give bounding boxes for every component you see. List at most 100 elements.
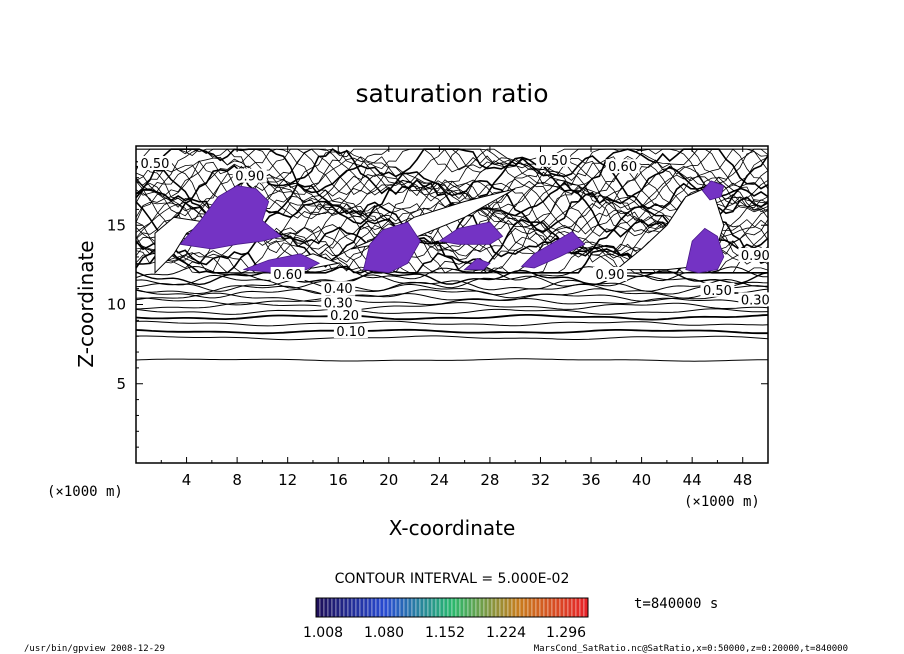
y-tick-label: 5 xyxy=(116,375,126,393)
colorbar-cell xyxy=(343,597,349,618)
colorbar-cell xyxy=(483,597,489,618)
colorbar-cell xyxy=(511,597,517,618)
colorbar-cell xyxy=(543,597,549,618)
contour-label: 0.10 xyxy=(336,325,365,340)
contour-line xyxy=(135,171,769,237)
chart-title: saturation ratio xyxy=(355,79,548,108)
contour-label: 0.90 xyxy=(235,170,264,185)
colorbar-cell xyxy=(547,597,553,618)
supersaturated-regions xyxy=(179,180,725,274)
contour-label-bg xyxy=(137,156,172,171)
colorbar-cell xyxy=(383,597,389,618)
contour-line xyxy=(135,278,769,292)
colorbar-cell xyxy=(355,597,361,618)
colorbar-cell xyxy=(351,597,357,618)
contour-line xyxy=(135,328,768,335)
time-label: t=840000 s xyxy=(634,596,718,612)
supersaturated-region xyxy=(701,180,725,201)
colorbar-cell xyxy=(411,597,417,618)
colorbar-cell xyxy=(495,597,501,618)
contour-label: 0.90 xyxy=(741,249,770,264)
colorbar-cell xyxy=(487,597,493,618)
colorbar-cell xyxy=(415,597,421,618)
supersaturated-region xyxy=(463,258,491,271)
contour-label: 0.40 xyxy=(324,282,353,297)
colorbar-cell xyxy=(463,597,469,618)
colorbar-cell xyxy=(579,597,585,618)
colorbar-tick-label: 1.224 xyxy=(486,625,526,641)
colorbar-cell xyxy=(467,597,473,618)
colorbar-cell xyxy=(535,597,541,618)
colorbar-cell xyxy=(451,597,457,618)
x-tick-label: 44 xyxy=(683,471,702,489)
contour-label-bg xyxy=(536,152,571,167)
colorbar-tick-label: 1.080 xyxy=(364,625,404,641)
supersaturated-region xyxy=(438,221,504,245)
contour-line xyxy=(135,292,769,303)
colorbar-cell xyxy=(575,597,581,618)
contour-label-bg xyxy=(738,247,773,262)
colorbar-cell xyxy=(443,597,449,618)
colorbar-cell xyxy=(391,597,397,618)
colorbar-cell xyxy=(371,597,377,618)
contour-line xyxy=(135,358,769,362)
x-tick-label: 4 xyxy=(182,471,192,489)
x-tick-label: 20 xyxy=(379,471,398,489)
contour-line xyxy=(135,269,769,286)
contour-line xyxy=(135,288,769,299)
colorbar-cell xyxy=(539,597,545,618)
contour-label: 0.30 xyxy=(741,293,770,308)
colorbar-cell xyxy=(475,597,481,618)
colorbar-cell xyxy=(423,597,429,618)
colorbar-cell xyxy=(435,597,441,618)
colorbar-cell xyxy=(327,597,333,618)
contour-label: 0.50 xyxy=(140,157,169,172)
colorbar-cell xyxy=(507,597,513,618)
x-tick-label: 36 xyxy=(581,471,600,489)
contour-line xyxy=(135,297,769,306)
colorbar-cell xyxy=(387,597,393,618)
colorbar-cell xyxy=(331,597,337,618)
colorbar-cell xyxy=(527,597,533,618)
colorbar-cell xyxy=(347,597,353,618)
contour-label-bg xyxy=(321,281,356,296)
colorbar-cell xyxy=(339,597,345,618)
colorbar-cell xyxy=(399,597,405,618)
contour-label-bg xyxy=(232,168,267,183)
colorbar-cell xyxy=(515,597,521,618)
colorbar-tick-label: 1.296 xyxy=(546,625,586,641)
contour-label-bg xyxy=(327,308,362,323)
y-axis-label: Z-coordinate xyxy=(74,240,98,367)
footer-right: MarsCond_SatRatio.nc@SatRatio,x=0:50000,… xyxy=(534,644,848,654)
colorbar-cell xyxy=(367,597,373,618)
x-axis-ticks: 4 8 12 16 20 24 28 32 36 40 44 48 xyxy=(160,146,752,489)
colorbar-cell xyxy=(375,597,381,618)
colorbar-cell xyxy=(335,597,341,618)
supersaturated-region xyxy=(363,221,421,274)
colorbar-cell xyxy=(323,597,329,618)
contour-line xyxy=(135,314,769,321)
contour-label-bg xyxy=(738,292,773,307)
colorbar-cell xyxy=(431,597,437,618)
colorbar-frame xyxy=(315,597,589,618)
contour-label-bg xyxy=(605,159,640,174)
contour-line xyxy=(135,265,768,282)
x-axis-unit: (×1000 m) xyxy=(684,494,760,510)
colorbar-cell xyxy=(363,597,369,618)
colorbar-cell xyxy=(403,597,409,618)
contour-label: 0.90 xyxy=(596,268,625,283)
contour-label: 0.60 xyxy=(608,160,637,175)
colorbar-cell xyxy=(563,597,569,618)
contour-label: 0.60 xyxy=(273,268,302,283)
y-tick-label: 15 xyxy=(107,216,126,234)
colorbar-cell xyxy=(319,597,325,618)
colorbar-cell xyxy=(571,597,577,618)
supersaturated-region xyxy=(520,231,586,269)
colorbar-tick-labels: 1.008 1.080 1.152 1.224 1.296 xyxy=(303,625,586,641)
colorbar-cell xyxy=(315,597,321,618)
colorbar-cell xyxy=(555,597,561,618)
x-tick-label: 32 xyxy=(531,471,550,489)
colorbar-cell xyxy=(559,597,565,618)
contour-label-bg xyxy=(593,266,627,281)
